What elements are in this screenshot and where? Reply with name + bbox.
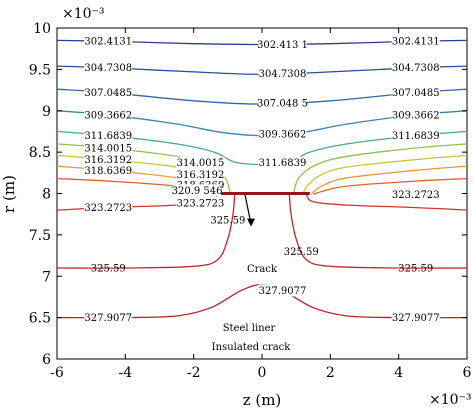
annotation-steel-liner: Steel liner <box>223 323 276 334</box>
contour-label-0-1: 302.413 1 <box>257 40 308 51</box>
x-exponent: ×10⁻³ <box>429 392 472 408</box>
contour-label-bg-13-1 <box>176 196 225 209</box>
y-tick-label-8: 10 <box>33 21 51 37</box>
y-exponent: ×10⁻³ <box>62 6 105 22</box>
y-ticks: 6 6.5 7 7.5 8 8.5 9 9.5 10 <box>29 21 467 368</box>
contour-label-13-2: 323.2723 <box>392 190 440 201</box>
y-axis-label: r (m) <box>0 175 18 213</box>
contour-label-4-0: 311.6839 <box>84 131 132 142</box>
contour-labels: 302.4131 302.413 1 302.4131 304.7308 304.730… <box>84 35 440 324</box>
contour-label-4-1: 311.6839 <box>259 158 307 169</box>
y-tick-label-3: 7.5 <box>29 228 51 244</box>
contour-label-bg-4-0 <box>84 129 133 142</box>
contour-label-bg-13-0 <box>84 201 133 214</box>
contour-label-0-0: 302.4131 <box>84 37 132 48</box>
x-ticks: -6 -4 -2 0 2 4 6 <box>50 28 472 381</box>
contour-label-bg-5-1 <box>176 156 225 169</box>
contour-label-bg-13-2 <box>391 188 440 201</box>
contour-label-bg-2-1 <box>258 97 307 110</box>
y-tick-label-7: 9.5 <box>29 62 51 78</box>
y-tick-label-2: 7 <box>42 269 51 285</box>
contour-label-bg-3-0 <box>84 108 133 121</box>
y-tick-label-5: 8.5 <box>29 145 51 161</box>
contour-line-12 <box>313 177 468 195</box>
contour-label-bg-1-2 <box>391 61 440 74</box>
contour-label-17-0: 327.9077 <box>84 313 132 324</box>
contour-label-bg-0-0 <box>84 35 133 48</box>
contour-label-15-1: 325.59 <box>284 247 319 258</box>
contour-label-bg-3-1 <box>258 127 307 140</box>
contour-label-2-2: 307.0485 <box>392 88 440 99</box>
contour-label-1-0: 304.7308 <box>84 63 132 74</box>
contour-label-2-0: 307.0485 <box>84 88 132 99</box>
contour-label-5-0: 314.0015 <box>84 143 132 154</box>
contour-label-bg-1-0 <box>84 61 133 74</box>
contour-label-15-3: 325.59 <box>91 263 126 274</box>
contour-label-bg-4-1 <box>258 156 307 169</box>
x-tick-label-3: 0 <box>258 365 267 381</box>
contour-label-bg-11-0 <box>173 184 222 197</box>
contour-label-15-0: 325.59 <box>210 215 245 226</box>
contour-label-13-1: 323.2723 <box>177 198 225 209</box>
x-tick-label-4: 2 <box>326 365 335 381</box>
crack-arrow-head <box>247 218 256 227</box>
contour-line-6 <box>293 143 468 195</box>
contour-label-9-0: 318.6369 <box>84 166 132 177</box>
contour-label-1-2: 304.7308 <box>392 63 440 74</box>
contour-label-bg-1-1 <box>258 67 307 80</box>
contour-label-bg-3-2 <box>391 108 440 121</box>
contour-label-2-1: 307.048 5 <box>257 99 308 110</box>
contour-label-7-1: 316.3192 <box>177 170 225 181</box>
x-axis-label: z (m) <box>243 391 282 409</box>
x-tick-label-6: 6 <box>463 365 472 381</box>
contour-label-11-0: 320.9 546 <box>172 186 223 197</box>
contour-label-3-0: 309.3662 <box>84 110 132 121</box>
contour-label-3-1: 309.3662 <box>259 129 307 140</box>
contour-label-7-0: 316.3192 <box>84 155 132 166</box>
contour-line-15 <box>56 194 236 269</box>
contour-label-bg-2-0 <box>84 86 133 99</box>
contour-label-1-1: 304.7308 <box>259 69 307 80</box>
contour-label-bg-4-2 <box>391 129 440 142</box>
contour-label-bg-5-0 <box>84 141 133 154</box>
contour-label-bg-17-0 <box>84 311 133 324</box>
contour-label-13-0: 323.2723 <box>84 203 132 214</box>
contour-label-4-2: 311.6839 <box>392 131 440 142</box>
contour-label-bg-2-2 <box>391 86 440 99</box>
crack-group <box>214 192 310 227</box>
x-tick-label-0: -6 <box>50 365 64 381</box>
y-tick-label-1: 6.5 <box>29 311 51 327</box>
contour-line-14 <box>305 193 468 211</box>
contour-label-bg-7-1 <box>176 168 225 181</box>
contour-label-17-1: 327.9077 <box>259 286 307 297</box>
contour-line-16 <box>288 194 468 269</box>
y-tick-label-4: 8 <box>42 187 51 203</box>
contour-label-0-2: 302.4131 <box>392 37 440 48</box>
contour-label-bg-9-0 <box>84 164 133 177</box>
contour-label-bg-17-2 <box>391 311 440 324</box>
annotation-insulated-crack: Insulated crack <box>212 342 292 353</box>
x-tick-label-1: -4 <box>119 365 133 381</box>
contour-label-bg-17-1 <box>258 284 307 297</box>
contour-label-17-2: 327.9077 <box>392 313 440 324</box>
annotation-crack: Crack <box>247 264 278 275</box>
contour-label-bg-0-1 <box>258 38 307 51</box>
contour-line-8 <box>302 154 468 195</box>
x-tick-label-5: 4 <box>394 365 403 381</box>
contour-label-bg-0-2 <box>391 35 440 48</box>
y-tick-label-6: 9 <box>42 104 51 120</box>
contour-label-bg-7-0 <box>84 153 133 166</box>
y-tick-label-0: 6 <box>42 352 51 368</box>
contour-line-10 <box>311 165 468 195</box>
contour-label-15-2: 325.59 <box>398 263 433 274</box>
contour-label-5-1: 314.0015 <box>177 158 225 169</box>
x-tick-label-2: -2 <box>187 365 201 381</box>
contour-label-3-2: 309.3662 <box>392 110 440 121</box>
